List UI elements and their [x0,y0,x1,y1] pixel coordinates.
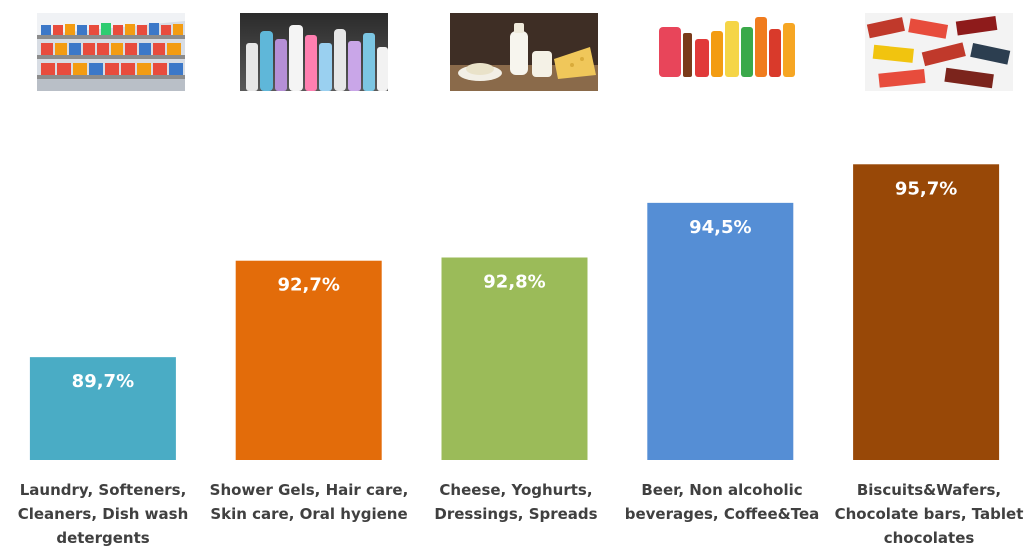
data-label-4: 94,5% [689,217,751,238]
category-label-personal-care: Shower Gels, Hair care, Skin care, Oral … [209,481,409,523]
thumbnail-cosmetics [240,13,388,91]
bar-4 [647,202,794,460]
bar-2 [235,260,382,460]
data-label-5: 95,7% [895,178,957,199]
category-label-dairy: Cheese, Yoghurts, Dressings, Spreads [434,481,598,523]
bar-3 [441,257,588,460]
category-label-beverages: Beer, Non alcoholic beverages, Coffee&Te… [624,481,820,523]
data-label-3: 92,8% [483,272,545,293]
thumbnail-beverages [655,13,803,91]
thumbnail-detergents [37,13,185,91]
thumbnail-dairy [450,13,598,91]
bar-1 [29,357,176,460]
data-label-1: 89,7% [72,371,134,392]
bar-5 [853,164,1000,461]
category-label-laundry: Laundry, Softeners, Cleaners, Dish wash … [17,481,189,547]
category-label-confectionery: Biscuits&Wafers, Chocolate bars, Tablet … [834,481,1024,547]
thumbnail-chocolates [865,13,1013,91]
data-label-2: 92,7% [277,275,339,296]
